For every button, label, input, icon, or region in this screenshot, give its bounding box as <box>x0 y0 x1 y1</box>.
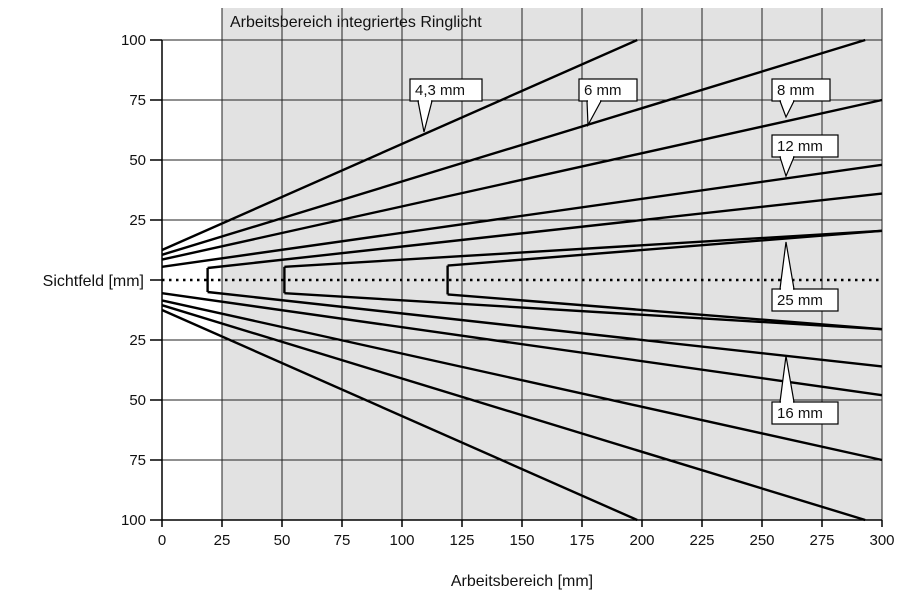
lens-callout: 16 mm <box>771 355 839 425</box>
series-line-upper-16-mm <box>207 192 883 270</box>
x-tick-label: 125 <box>449 532 474 549</box>
lens-callout: 25 mm <box>771 241 839 312</box>
x-tick-label: 0 <box>158 532 166 549</box>
series-line-upper-25-mm <box>447 229 883 267</box>
series-line-upper-6-mm <box>161 38 866 256</box>
x-tick-label: 100 <box>389 532 414 549</box>
callout-label: 25 mm <box>777 292 823 309</box>
y-tick-label: 75 <box>129 452 146 469</box>
x-tick-label: 275 <box>809 532 834 549</box>
y-axis-title: Sichtfeld [mm] <box>43 273 144 290</box>
x-tick-label: 75 <box>334 532 351 549</box>
x-tick-label: 50 <box>274 532 291 549</box>
y-tick-label: 25 <box>129 332 146 349</box>
callout-box <box>771 288 839 312</box>
series-line-lower-unlabeled <box>284 292 883 331</box>
series-line-lower-4-3-mm <box>161 308 638 522</box>
series-line-lower-8-mm <box>161 299 883 462</box>
series-line-lower-6-mm <box>161 304 866 522</box>
callout-label: 6 mm <box>584 82 622 99</box>
y-tick-label: 25 <box>129 212 146 229</box>
lens-callout: 4,3 mm <box>409 78 483 133</box>
x-tick-label: 25 <box>214 532 231 549</box>
series-lines <box>161 38 883 522</box>
lens-callout: 12 mm <box>771 134 839 178</box>
series-line-lower-16-mm <box>207 290 883 368</box>
working-range-region-label: Arbeitsbereich integriertes Ringlicht <box>230 14 482 31</box>
x-axis-title: Arbeitsbereich [mm] <box>451 573 593 590</box>
callout-box <box>771 134 839 158</box>
callout-label: 8 mm <box>777 82 815 99</box>
callout-box <box>578 78 638 102</box>
callout-box <box>771 401 839 425</box>
x-tick-label: 250 <box>749 532 774 549</box>
x-axis-ticks: 0 25 50 75 100 125 150 175 200 225 250 275 300 <box>158 519 895 549</box>
lens-callout: 6 mm <box>578 78 638 128</box>
callout-box <box>409 78 483 102</box>
y-tick-label: 100 <box>121 512 146 529</box>
series-line-upper-unlabeled <box>284 229 883 268</box>
y-tick-label: 50 <box>129 152 146 169</box>
lens-callouts: 4,3 mm 6 mm 8 mm 12 mm 25 mm 16 mm <box>409 78 839 425</box>
callout-label: 4,3 mm <box>415 82 465 99</box>
x-tick-label: 300 <box>869 532 894 549</box>
x-tick-label: 225 <box>689 532 714 549</box>
series-line-lower-12-mm <box>161 292 883 397</box>
callout-label: 12 mm <box>777 138 823 155</box>
y-tick-label: 100 <box>121 32 146 49</box>
series-line-upper-8-mm <box>161 98 883 261</box>
callout-box <box>771 78 831 102</box>
x-tick-label: 150 <box>509 532 534 549</box>
series-line-upper-12-mm <box>161 163 883 268</box>
x-tick-label: 175 <box>569 532 594 549</box>
lens-callout: 8 mm <box>771 78 831 119</box>
x-tick-label: 200 <box>629 532 654 549</box>
y-tick-label: 75 <box>129 92 146 109</box>
y-tick-label: 50 <box>129 392 146 409</box>
series-line-lower-25-mm <box>447 293 883 331</box>
callout-label: 16 mm <box>777 405 823 422</box>
series-line-upper-4-3-mm <box>161 38 638 252</box>
